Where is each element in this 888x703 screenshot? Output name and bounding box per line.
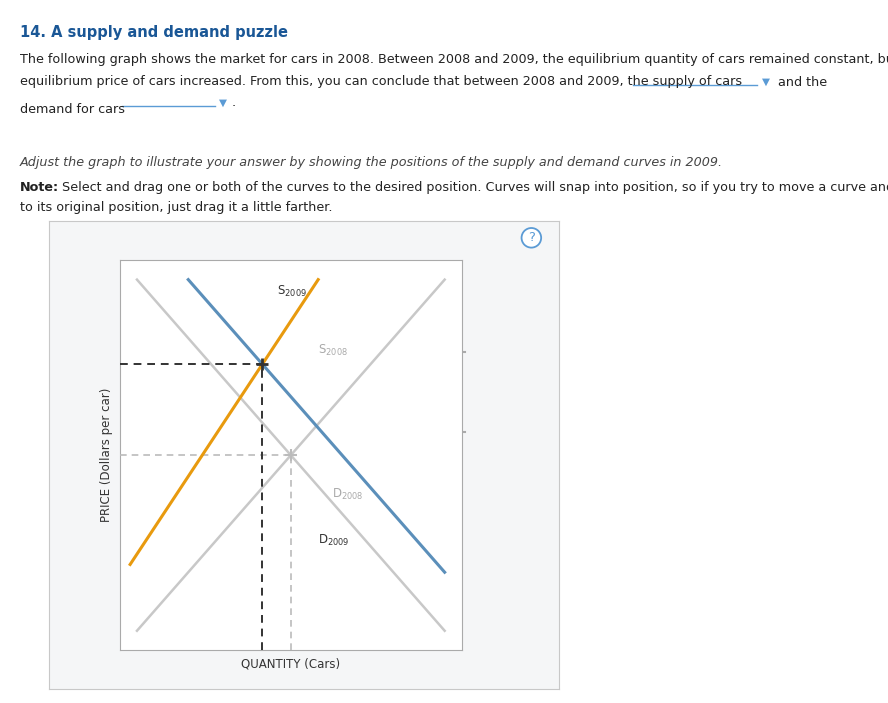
Text: Select and drag one or both of the curves to the desired position. Curves will s: Select and drag one or both of the curve… bbox=[58, 181, 888, 194]
X-axis label: QUANTITY (Cars): QUANTITY (Cars) bbox=[242, 657, 340, 670]
Y-axis label: PRICE (Dollars per car): PRICE (Dollars per car) bbox=[100, 388, 113, 522]
Text: S$_{2009}$: S$_{2009}$ bbox=[277, 284, 307, 299]
Text: ?: ? bbox=[528, 231, 535, 245]
Text: and the: and the bbox=[778, 75, 827, 89]
Text: The following graph shows the market for cars in 2008. Between 2008 and 2009, th: The following graph shows the market for… bbox=[20, 53, 888, 65]
Text: demand for cars: demand for cars bbox=[20, 103, 124, 116]
Text: ▼: ▼ bbox=[762, 77, 770, 87]
Text: equilibrium price of cars increased. From this, you can conclude that between 20: equilibrium price of cars increased. Fro… bbox=[20, 75, 741, 88]
Text: .: . bbox=[232, 96, 236, 110]
Text: Supply: Supply bbox=[419, 465, 460, 477]
Text: D$_{2008}$: D$_{2008}$ bbox=[332, 486, 363, 501]
Text: ▼: ▼ bbox=[219, 98, 227, 108]
Text: 14. A supply and demand puzzle: 14. A supply and demand puzzle bbox=[20, 25, 288, 39]
Text: to its original position, just drag it a little farther.: to its original position, just drag it a… bbox=[20, 201, 332, 214]
Text: Note:: Note: bbox=[20, 181, 59, 194]
Text: S$_{2008}$: S$_{2008}$ bbox=[318, 342, 348, 358]
Text: Demand: Demand bbox=[415, 385, 464, 398]
Text: Adjust the graph to illustrate your answer by showing the positions of the suppl: Adjust the graph to illustrate your answ… bbox=[20, 156, 723, 169]
Text: D$_{2009}$: D$_{2009}$ bbox=[318, 533, 350, 548]
